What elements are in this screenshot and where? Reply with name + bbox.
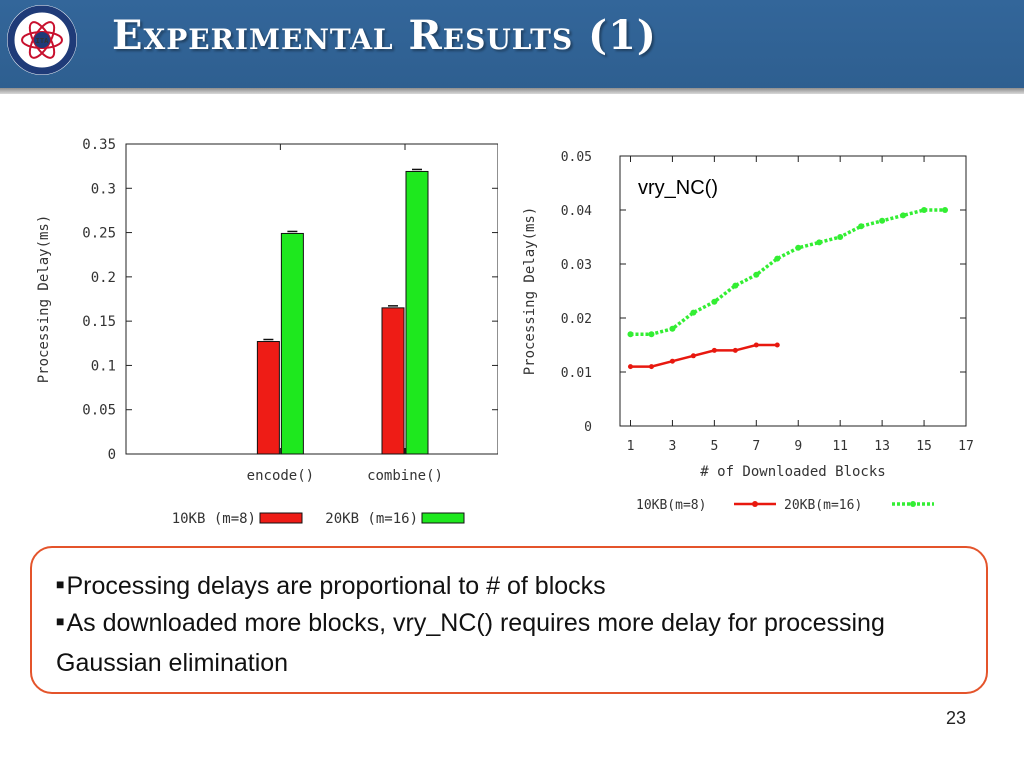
page-number: 23 [945,708,966,728]
bar-combine-series-2 [405,170,429,455]
x-tick-label: 17 [958,439,974,454]
square-bullet-icon: ■ [56,613,65,629]
slide-title: Experimental Results (1) [112,12,657,59]
data-point-series-2 [921,207,928,213]
bar-chart-processing-delay: 0 0.05 0.1 0.15 0.2 0.25 0.3 0.35 Processing Del… [36,137,498,527]
y-tick-label: 0.25 [82,226,116,242]
bar-combine-series-1 [381,307,405,455]
y-tick-label: 0.2 [91,270,116,286]
legend-label: 20KB (m=16) [325,511,418,527]
bullet-item: ■Processing delays are proportional to #… [56,568,606,608]
line-chart-vry-nc: 00.010.020.030.040.051 3 5 7 9 11 13 15 17# of D… [522,150,974,513]
data-point-series-1 [732,347,738,353]
y-tick-label: 0.05 [82,403,116,419]
series-line-2 [630,208,946,336]
data-point-series-2 [774,255,781,262]
data-point-series-1 [711,347,717,353]
y-tick-label: 0.05 [561,150,592,165]
data-point-series-2 [690,309,697,316]
square-bullet-icon: ■ [56,576,65,592]
data-point-series-1 [690,353,696,359]
x-tick-label: encode() [247,468,314,484]
legend-label: 10KB(m=8) [636,498,706,513]
logo-text-ring [7,5,77,75]
data-point-series-2 [837,234,844,240]
x-tick-label: 5 [710,439,718,454]
y-tick-label: 0 [584,420,592,435]
y-tick-label: 0.15 [82,314,116,330]
x-tick-label: 3 [669,439,677,454]
data-point-series-2 [795,244,802,251]
data-point-series-1 [774,342,780,348]
data-point-series-2 [711,298,718,305]
data-point-series-1 [627,364,633,370]
data-point-series-1 [648,364,654,370]
title-bar-shadow [0,88,1024,94]
y-axis-label: Processing Delay(ms) [36,215,52,384]
data-point-series-1 [669,358,675,364]
data-point-series-2 [942,207,949,213]
x-tick-label: 1 [627,439,635,454]
bar-encode-series-2 [280,232,304,455]
legend-marker [752,501,758,507]
bullet-text: Processing delays are proportional to # … [66,572,606,600]
data-point-series-2 [879,217,886,224]
plot-frame [619,155,967,427]
x-tick-label: 15 [916,439,932,454]
y-tick-label: 0.1 [91,358,116,374]
logo-center [34,32,50,48]
y-tick-label: 0.35 [82,137,116,153]
title-bar: ITA Experimental Results (1) [0,0,1024,88]
y-tick-label: 0.02 [561,312,592,327]
x-tick-label: 11 [832,439,848,454]
legend-marker [910,501,916,507]
plot-frame [125,143,498,455]
bar-encode-series-1 [256,341,280,455]
data-point-series-2 [900,212,907,219]
x-tick-label: 7 [752,439,760,454]
chart-annotation: vry_NC() [638,177,718,199]
data-point-series-2 [627,331,634,338]
data-point-series-2 [732,282,739,289]
x-axis-label: # of Downloaded Blocks [700,464,885,480]
y-tick-label: 0.01 [561,366,592,381]
x-tick-label: combine() [367,468,443,484]
y-tick-label: 0.03 [561,258,592,273]
lab-logo: ITA [7,5,77,75]
legend-label: 10KB (m=8) [172,511,256,527]
data-point-series-2 [669,325,676,332]
y-tick-label: 0.3 [91,181,116,197]
series-line-1 [630,343,778,368]
summary-box: ■Processing delays are proportional to #… [30,546,988,694]
y-axis-label: Processing Delay(ms) [522,207,538,376]
bullet-text: As downloaded more blocks, vry_NC() requ… [56,609,885,677]
data-point-series-2 [753,271,760,278]
y-tick-label: 0 [108,447,116,463]
y-tick-label: 0.04 [561,204,592,219]
legend-label: 20KB(m=16) [784,498,862,513]
data-point-series-1 [753,342,759,348]
bullet-item: ■As downloaded more blocks, vry_NC() req… [56,605,956,682]
x-tick-label: 13 [874,439,890,454]
data-point-series-2 [816,239,823,246]
legend-swatch [259,512,303,524]
logo-center-text: ITA [36,37,49,45]
x-tick-label: 9 [794,439,802,454]
data-point-series-2 [858,223,865,230]
data-point-series-2 [648,331,655,338]
legend-swatch [421,512,465,524]
